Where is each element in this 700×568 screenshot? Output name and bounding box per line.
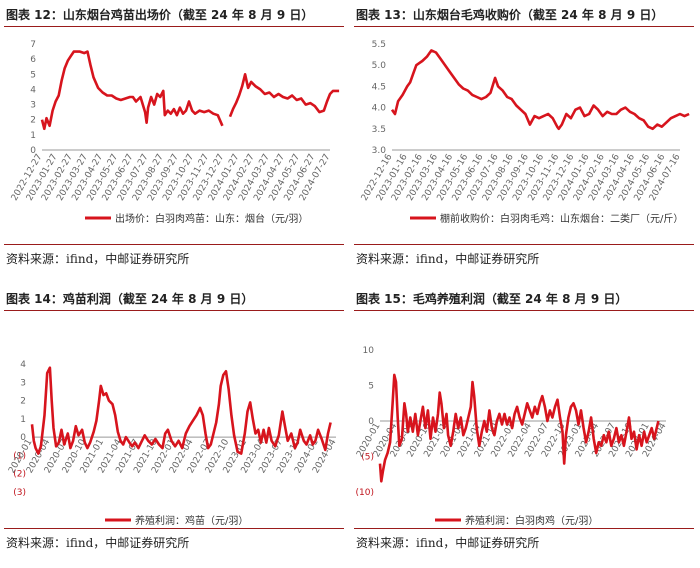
chart-panel-2: 图表 13：山东烟台毛鸡收购价（截至 24 年 8 月 9 日） 3.0 3.5 4… bbox=[350, 0, 700, 284]
y-tick-label: 5 bbox=[30, 70, 36, 80]
y-tick-label: 7 bbox=[30, 40, 36, 50]
y-tick-label: 3 bbox=[20, 378, 26, 388]
chart-title: 图表 14：鸡苗利润（截至 24 年 8 月 9 日） bbox=[6, 292, 254, 306]
y-tick-label: (5) bbox=[361, 453, 374, 463]
y-tick-label: 0 bbox=[368, 417, 374, 427]
source-rule bbox=[354, 244, 694, 245]
source-rule bbox=[4, 244, 344, 245]
source-note: 资料来源：ifind，中邮证券研究所 bbox=[6, 536, 190, 550]
source-rule bbox=[354, 528, 694, 529]
chart-panel-1: 图表 12：山东烟台鸡苗出场价（截至 24 年 8 月 9 日） 0 1 2 3 4 5 6… bbox=[0, 0, 350, 284]
y-tick-label: (2) bbox=[13, 470, 26, 480]
title-rule bbox=[354, 310, 694, 311]
y-tick-label: 5 bbox=[368, 382, 374, 392]
y-tick-label: (3) bbox=[13, 488, 26, 498]
chart-panel-4: 图表 15：毛鸡养殖利润（截至 24 年 8 月 9 日） (10) (5) 0 5 1… bbox=[350, 284, 700, 568]
legend-label: 出场价：白羽肉鸡苗：山东：烟台（元/羽） bbox=[115, 212, 308, 225]
y-tick-label: 4.5 bbox=[372, 82, 386, 92]
series-line bbox=[378, 373, 660, 483]
y-tick-label: 6 bbox=[30, 55, 36, 65]
y-tick-label: 4 bbox=[30, 85, 36, 95]
y-tick-label: 5.5 bbox=[372, 40, 386, 50]
title-rule bbox=[4, 26, 344, 27]
y-tick-label: 3.5 bbox=[372, 125, 386, 135]
source-note: 资料来源：ifind，中邮证券研究所 bbox=[356, 252, 540, 266]
y-tick-label: 1 bbox=[20, 415, 26, 425]
chart-title: 图表 15：毛鸡养殖利润（截至 24 年 8 月 9 日） bbox=[356, 292, 628, 306]
line-chart-broiler-price: 3.03.54.04.55.05.52022-12-162023-01-1620… bbox=[360, 40, 690, 225]
y-tick-label: 5.0 bbox=[372, 61, 387, 71]
source-note: 资料来源：ifind，中邮证券研究所 bbox=[6, 252, 190, 266]
series-line bbox=[228, 73, 340, 118]
legend-label: 棚前收购价：白羽肉毛鸡：山东烟台：二类厂（元/斤） bbox=[440, 212, 683, 225]
legend-label: 养殖利润：鸡苗（元/羽） bbox=[135, 514, 248, 526]
y-tick-label: 0 bbox=[20, 433, 26, 443]
line-chart-broiler-profit: (10)(5)05102020-012020-042020-072020-102… bbox=[355, 346, 669, 526]
y-tick-label: 0 bbox=[30, 146, 36, 156]
chart-title: 图表 13：山东烟台毛鸡收购价（截至 24 年 8 月 9 日） bbox=[356, 8, 664, 22]
series-line bbox=[390, 49, 690, 131]
line-chart-seedling-profit: (3)(2)(1)012342020-012020-042020-072020-… bbox=[7, 360, 339, 526]
y-tick-label: 2 bbox=[20, 397, 26, 407]
title-rule bbox=[354, 26, 694, 27]
y-tick-label: 3.0 bbox=[372, 146, 387, 156]
source-note: 资料来源：ifind，中邮证券研究所 bbox=[356, 536, 540, 550]
y-tick-label: 1 bbox=[30, 131, 36, 141]
y-tick-label: (10) bbox=[356, 488, 374, 498]
y-tick-label: 2 bbox=[30, 116, 36, 126]
y-tick-label: 4.0 bbox=[372, 104, 387, 114]
y-tick-label: 3 bbox=[30, 101, 36, 111]
chart-panel-3: 图表 14：鸡苗利润（截至 24 年 8 月 9 日） (3) (2) (1) 0 1 2… bbox=[0, 284, 350, 568]
legend-label: 养殖利润：白羽肉鸡（元/羽） bbox=[465, 514, 598, 526]
source-rule bbox=[4, 528, 344, 529]
y-tick-label: 10 bbox=[363, 346, 375, 356]
chart-title: 图表 12：山东烟台鸡苗出场价（截至 24 年 8 月 9 日） bbox=[6, 8, 314, 22]
line-chart-seedling-price: 012345672022-12-272023-01-272023-02-2720… bbox=[10, 40, 340, 225]
series-line bbox=[40, 50, 224, 131]
series-line bbox=[30, 366, 332, 455]
y-tick-label: (1) bbox=[13, 451, 26, 461]
y-tick-label: 4 bbox=[20, 360, 26, 370]
title-rule bbox=[4, 310, 344, 311]
